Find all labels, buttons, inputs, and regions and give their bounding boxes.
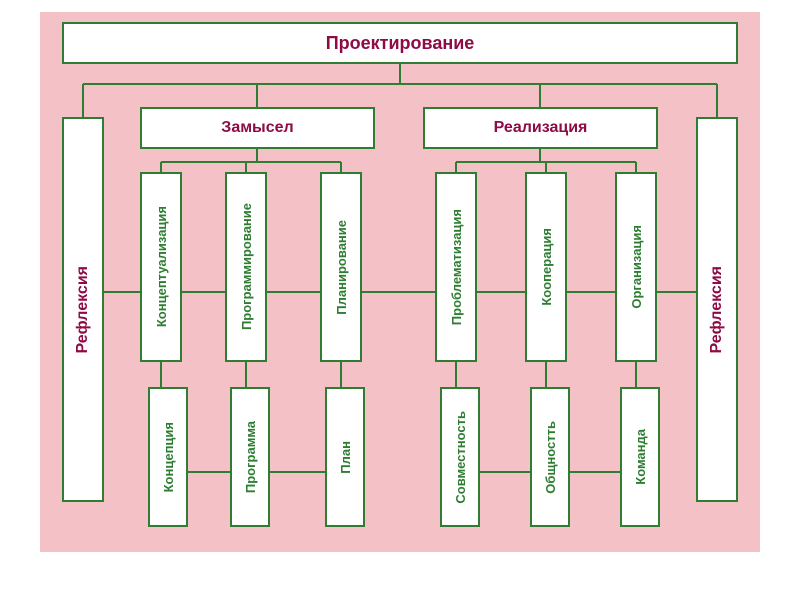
node-box: Проблематизация: [435, 172, 477, 362]
node-box: План: [325, 387, 365, 527]
node-box: Общностть: [530, 387, 570, 527]
node-box: Реализация: [423, 107, 658, 149]
node-label: Рефлексия: [708, 266, 726, 354]
node-label: Планирование: [334, 220, 349, 315]
node-box: Планирование: [320, 172, 362, 362]
node-box: Программа: [230, 387, 270, 527]
node-label: Концепция: [161, 422, 176, 492]
node-label: Организация: [629, 225, 644, 309]
node-label: Программа: [243, 421, 258, 493]
node-box: Замысел: [140, 107, 375, 149]
node-label: План: [338, 441, 353, 474]
node-box: Организация: [615, 172, 657, 362]
diagram-canvas: Проектирование Замысел Реализация Рефлексия…: [40, 12, 760, 552]
node-label: Кооперация: [539, 228, 554, 306]
node-label: Замысел: [221, 119, 293, 137]
node-box: Программирование: [225, 172, 267, 362]
node-box: Концептуализация: [140, 172, 182, 362]
node-label: Команда: [633, 429, 648, 485]
node-box: Проектирование: [62, 22, 738, 64]
node-label: Программирование: [239, 203, 254, 330]
node-label: Совместность: [453, 411, 468, 504]
node-box: Рефлексия: [62, 117, 104, 502]
node-label: Проблематизация: [449, 209, 464, 325]
node-box: Концепция: [148, 387, 188, 527]
node-label: Реализация: [494, 119, 588, 137]
node-box: Совместность: [440, 387, 480, 527]
node-box: Команда: [620, 387, 660, 527]
node-label: Проектирование: [326, 33, 475, 54]
node-box: Рефлексия: [696, 117, 738, 502]
node-label: Общностть: [543, 421, 558, 494]
node-box: Кооперация: [525, 172, 567, 362]
node-label: Концептуализация: [154, 206, 169, 327]
node-label: Рефлексия: [74, 266, 92, 354]
